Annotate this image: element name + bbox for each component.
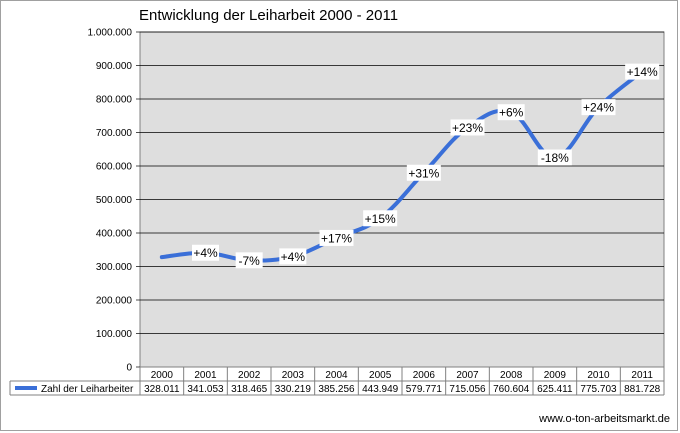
x-tick-label: 2006 <box>413 370 436 381</box>
table-value-cell: 341.053 <box>187 384 224 395</box>
annotation-label: +24% <box>583 101 614 115</box>
y-tick-label: 1.000.000 <box>88 28 133 39</box>
table-value-cell: 318.465 <box>231 384 268 395</box>
table-value-cell: 328.011 <box>144 384 180 395</box>
table-value-cell: 330.219 <box>275 384 312 395</box>
table-value-cell: 715.056 <box>449 384 486 395</box>
annotation-label: +17% <box>321 231 352 245</box>
table-value-cell: 881.728 <box>624 384 661 395</box>
chart-title: Entwicklung der Leiharbeit 2000 - 2011 <box>139 7 399 24</box>
annotation-label: +14% <box>627 65 658 79</box>
table-value-cell: 385.256 <box>318 384 355 395</box>
annotation-label: +31% <box>408 166 439 180</box>
annotation-box <box>537 149 572 166</box>
table-value-cell: 579.771 <box>406 384 443 395</box>
x-tick-label: 2002 <box>238 370 261 381</box>
x-tick-label: 2009 <box>544 370 567 381</box>
annotation-box <box>497 104 525 121</box>
x-tick-label: 2003 <box>282 370 305 381</box>
annotation-label: +4% <box>281 250 306 264</box>
annotation-label: +15% <box>365 212 396 226</box>
table-value-cell: 443.949 <box>362 384 399 395</box>
annotation-box <box>363 210 398 227</box>
y-tick-label: 100.000 <box>96 329 133 340</box>
annotation-label: +4% <box>193 246 218 260</box>
y-tick-label: 500.000 <box>96 195 133 206</box>
annotation-label: -7% <box>238 254 260 268</box>
annotation-box <box>319 229 354 246</box>
annotation-box <box>192 244 219 261</box>
annotation-box <box>279 248 307 265</box>
annotation-box <box>235 252 263 269</box>
y-tick-label: 900.000 <box>96 61 133 72</box>
table-value-cell: 760.604 <box>493 384 530 395</box>
table-value-cell: 775.703 <box>580 384 617 395</box>
annotation-box <box>581 99 616 116</box>
x-tick-label: 2010 <box>587 370 610 381</box>
annotation-box <box>625 63 660 80</box>
annotation-label: -18% <box>541 151 569 165</box>
y-tick-label: 700.000 <box>96 128 133 139</box>
x-tick-label: 2000 <box>151 370 174 381</box>
legend-series-name: Zahl der Leiharbeiter <box>41 384 134 395</box>
annotation-box <box>450 119 485 136</box>
x-tick-label: 2011 <box>631 370 653 381</box>
annotation-label: +23% <box>452 121 483 135</box>
y-tick-label: 0 <box>126 363 132 374</box>
y-tick-label: 200.000 <box>96 296 133 307</box>
y-tick-label: 600.000 <box>96 162 133 173</box>
x-tick-label: 2008 <box>500 370 523 381</box>
x-tick-label: 2004 <box>325 370 348 381</box>
y-tick-label: 300.000 <box>96 262 133 273</box>
y-tick-label: 400.000 <box>96 229 133 240</box>
x-tick-label: 2005 <box>369 370 392 381</box>
annotation-label: +6% <box>499 106 524 120</box>
source-url: www.o-ton-arbeitsmarkt.de <box>539 413 670 425</box>
annotation-box <box>406 164 441 181</box>
y-tick-label: 800.000 <box>96 95 133 106</box>
x-tick-label: 2007 <box>456 370 479 381</box>
table-value-cell: 625.411 <box>537 384 573 395</box>
x-tick-label: 2001 <box>194 370 217 381</box>
